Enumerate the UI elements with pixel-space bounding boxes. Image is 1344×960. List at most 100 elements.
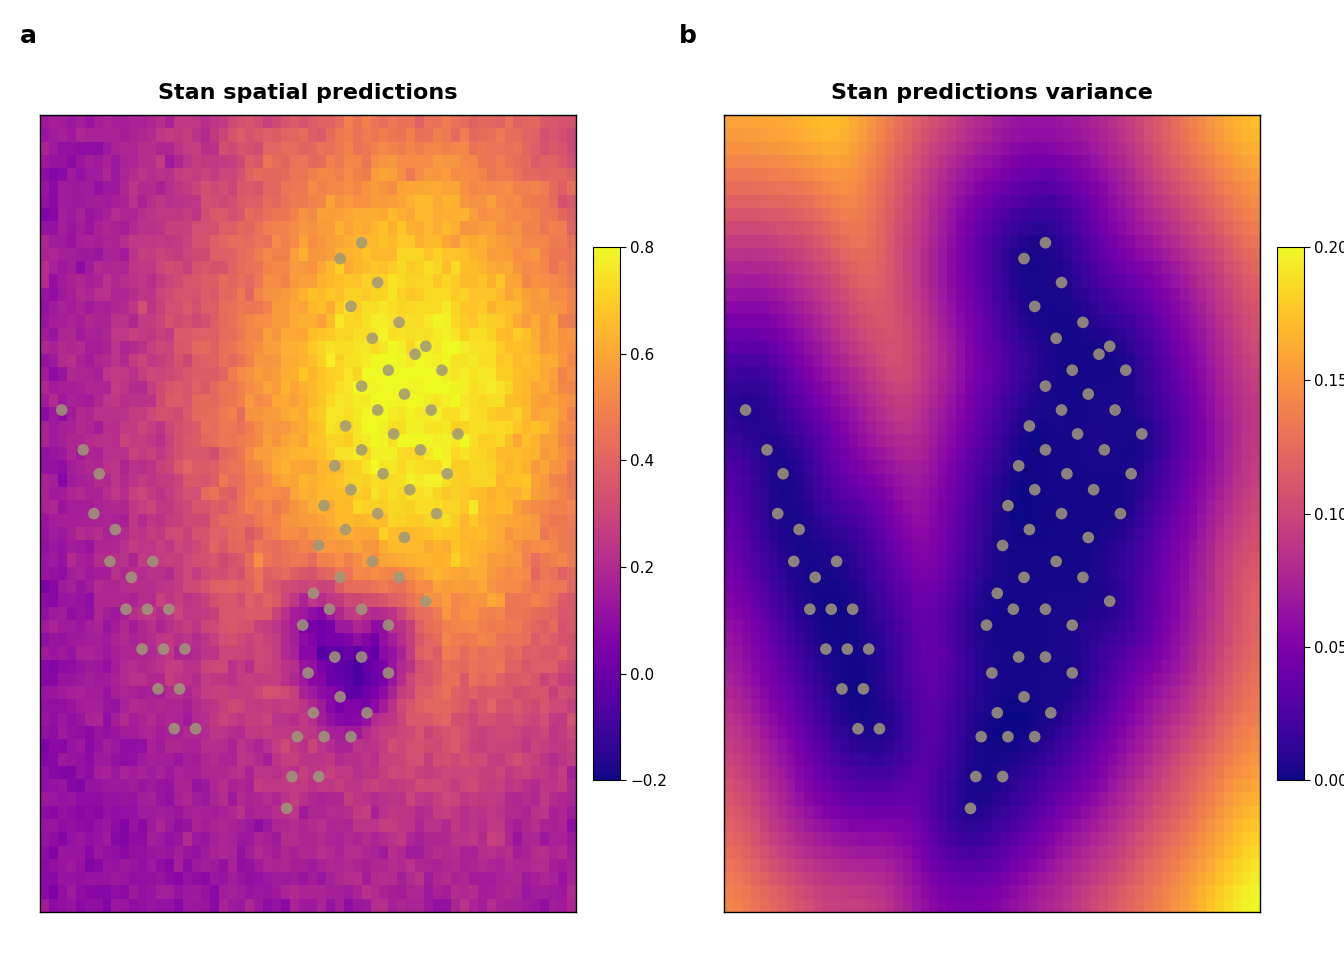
Point bbox=[997, 729, 1019, 744]
Point bbox=[1073, 315, 1094, 330]
Point bbox=[825, 554, 847, 569]
Title: Stan predictions variance: Stan predictions variance bbox=[831, 83, 1153, 103]
Point bbox=[313, 729, 335, 744]
Point bbox=[960, 801, 981, 816]
Point bbox=[1035, 649, 1056, 664]
Point bbox=[405, 347, 426, 362]
Point bbox=[351, 235, 372, 251]
Point bbox=[1056, 467, 1078, 482]
Point bbox=[852, 682, 874, 697]
Point bbox=[329, 569, 351, 585]
Point bbox=[329, 689, 351, 705]
Point bbox=[1067, 426, 1089, 442]
Point bbox=[367, 402, 388, 418]
Point bbox=[1062, 665, 1083, 681]
Point bbox=[132, 641, 153, 657]
Point bbox=[362, 554, 383, 569]
Point bbox=[1013, 251, 1035, 266]
Point bbox=[372, 467, 394, 482]
Point bbox=[116, 602, 137, 617]
Point bbox=[276, 801, 297, 816]
Point bbox=[324, 458, 345, 473]
Point bbox=[148, 682, 169, 697]
Point bbox=[431, 363, 453, 378]
Point bbox=[735, 402, 757, 418]
Point bbox=[1078, 387, 1099, 402]
Point bbox=[1046, 554, 1067, 569]
Point bbox=[1051, 506, 1073, 521]
Title: Stan spatial predictions: Stan spatial predictions bbox=[159, 83, 458, 103]
Point bbox=[1008, 649, 1030, 664]
Point bbox=[185, 721, 207, 736]
Point bbox=[313, 498, 335, 514]
Point bbox=[73, 443, 94, 458]
Point bbox=[388, 569, 410, 585]
Point bbox=[378, 617, 399, 633]
Point bbox=[329, 251, 351, 266]
Point bbox=[378, 363, 399, 378]
Point bbox=[1051, 402, 1073, 418]
Point bbox=[1073, 569, 1094, 585]
Point bbox=[340, 482, 362, 497]
Point bbox=[356, 705, 378, 720]
Point bbox=[767, 506, 789, 521]
Point bbox=[992, 769, 1013, 784]
Point bbox=[1019, 522, 1040, 538]
Point bbox=[1121, 467, 1142, 482]
Point bbox=[51, 402, 73, 418]
Point bbox=[992, 538, 1013, 553]
Point bbox=[351, 443, 372, 458]
Point bbox=[784, 554, 805, 569]
Point bbox=[137, 602, 159, 617]
Point bbox=[800, 602, 821, 617]
Point bbox=[1062, 363, 1083, 378]
Point bbox=[415, 593, 437, 609]
Point bbox=[857, 641, 879, 657]
Point bbox=[1013, 569, 1035, 585]
Point bbox=[410, 443, 431, 458]
Point bbox=[1110, 506, 1132, 521]
Point bbox=[1035, 235, 1056, 251]
Point bbox=[281, 769, 302, 784]
Point bbox=[302, 586, 324, 601]
Point bbox=[448, 426, 469, 442]
Point bbox=[789, 522, 810, 538]
Point bbox=[164, 721, 185, 736]
Point bbox=[99, 554, 121, 569]
Point bbox=[1008, 458, 1030, 473]
Point bbox=[340, 299, 362, 314]
Point bbox=[1051, 275, 1073, 290]
Point bbox=[868, 721, 890, 736]
Point bbox=[1013, 689, 1035, 705]
Point bbox=[986, 705, 1008, 720]
Point bbox=[965, 769, 986, 784]
Point bbox=[378, 665, 399, 681]
Point bbox=[805, 569, 827, 585]
Point bbox=[367, 275, 388, 290]
Point bbox=[1116, 363, 1137, 378]
Point bbox=[351, 378, 372, 394]
Point bbox=[286, 729, 308, 744]
Point bbox=[981, 665, 1003, 681]
Point bbox=[394, 387, 415, 402]
Point bbox=[831, 682, 852, 697]
Point bbox=[394, 530, 415, 545]
Point bbox=[121, 569, 142, 585]
Point bbox=[340, 729, 362, 744]
Point bbox=[319, 602, 340, 617]
Point bbox=[383, 426, 405, 442]
Point bbox=[1024, 729, 1046, 744]
Point bbox=[1099, 339, 1121, 354]
Point bbox=[297, 665, 319, 681]
Point bbox=[847, 721, 868, 736]
Point bbox=[367, 506, 388, 521]
Point bbox=[757, 443, 778, 458]
Point bbox=[976, 617, 997, 633]
Point bbox=[175, 641, 196, 657]
Point bbox=[773, 467, 794, 482]
Point bbox=[836, 641, 857, 657]
Point bbox=[302, 705, 324, 720]
Point bbox=[399, 482, 421, 497]
Point bbox=[308, 769, 329, 784]
Point bbox=[1019, 419, 1040, 434]
